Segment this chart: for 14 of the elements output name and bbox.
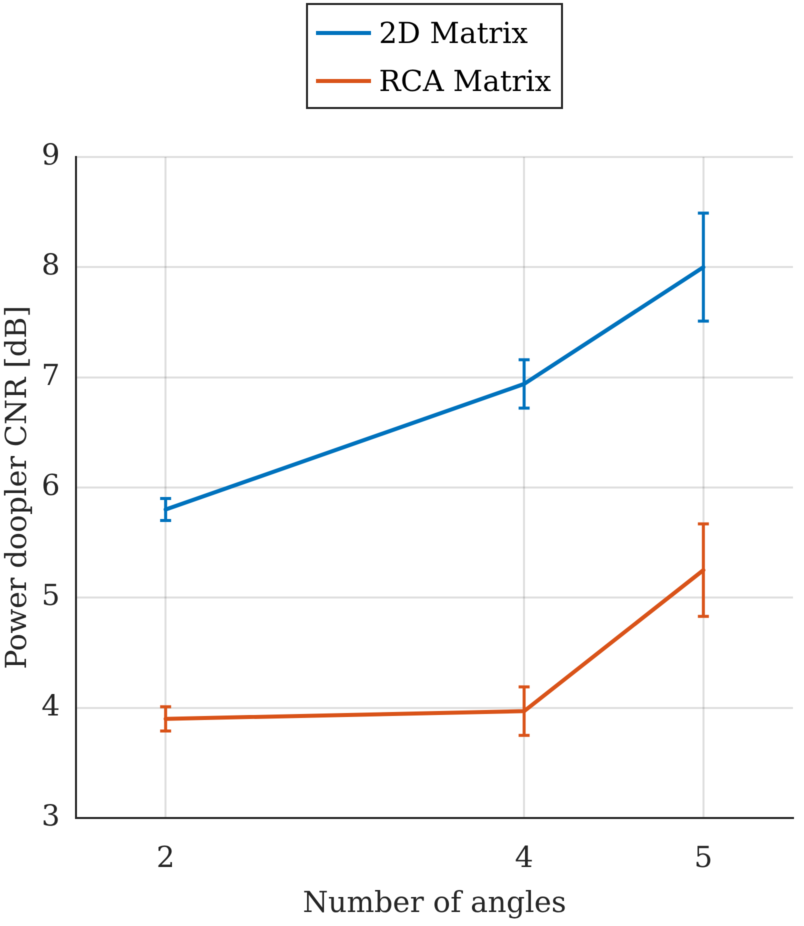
x-tick-label: 4 [514, 840, 534, 874]
legend-label: 2D Matrix [378, 16, 528, 50]
x-axis-title: Number of angles [302, 885, 566, 920]
x-tick-label: 5 [694, 840, 713, 874]
y-tick-label: 9 [42, 138, 60, 172]
y-tick-label: 6 [42, 468, 60, 502]
y-tick-label: 7 [42, 358, 60, 392]
x-tick-label: 2 [156, 840, 175, 874]
y-tick-label: 3 [42, 798, 60, 833]
y-tick-label: 4 [42, 688, 60, 722]
y-tick-label: 8 [42, 248, 60, 282]
y-axis-title: Power doopler CNR [dB] [0, 306, 33, 670]
legend-label: RCA Matrix [378, 64, 552, 98]
y-tick-label: 5 [42, 578, 60, 612]
